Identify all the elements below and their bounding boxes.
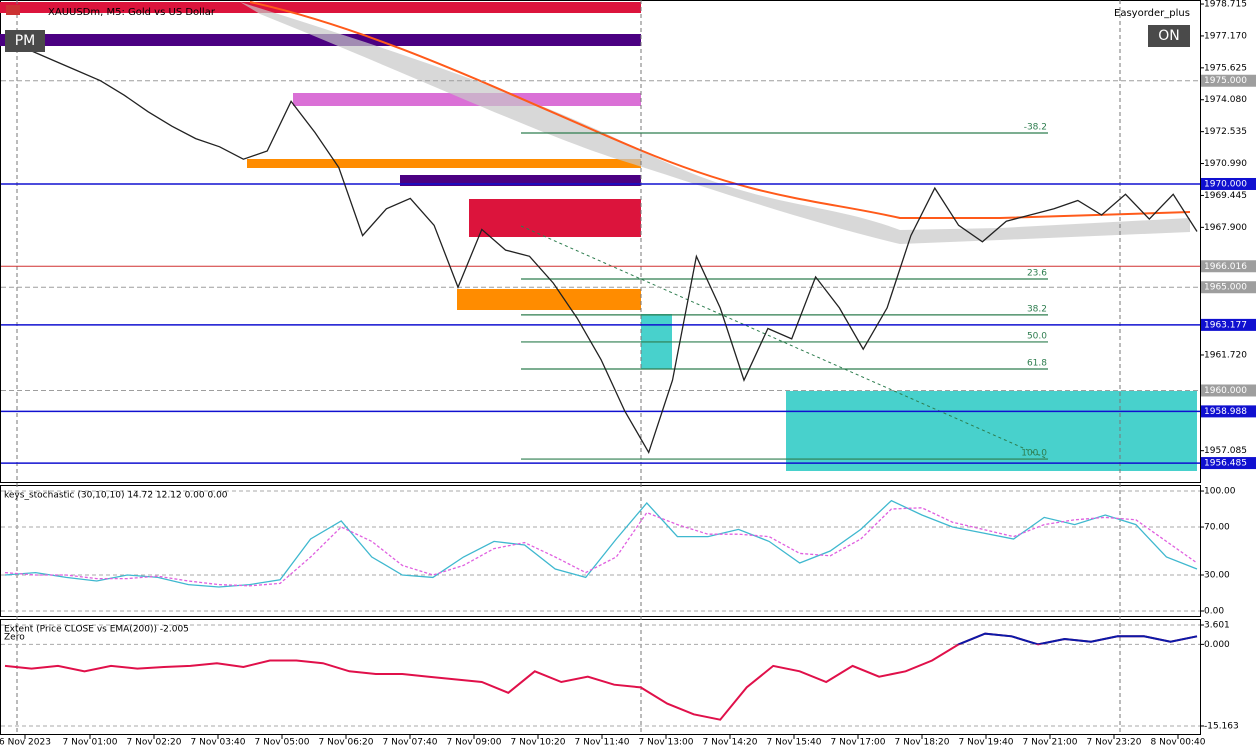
pane-title: Extent (Price CLOSE vs EMA(200)) -2.005 [4,625,189,635]
on-button[interactable] [1148,25,1190,47]
y-tick-label: 1970.990 [1204,159,1247,169]
x-tick-label: 7 Nov 03:40 [191,738,246,748]
y-tick-label: 1957.085 [1204,446,1247,456]
x-tick-label: 7 Nov 06:20 [319,738,374,748]
x-tick-label: 7 Nov 21:00 [1023,738,1078,748]
x-tick-label: 7 Nov 13:00 [639,738,694,748]
y-tick-label: 1974.080 [1204,95,1247,105]
stochastic-pane [0,485,1201,617]
pm-button[interactable] [5,30,45,52]
y-tick-label: 0.00 [1204,607,1224,617]
level-tag [1201,457,1256,470]
series-line [4,499,1198,588]
zero-label: Zero [4,633,25,643]
pane-title: keys_stochastic (30,10,10) 14.72 12.12 0… [4,491,228,501]
level-label: 1975.000 [1204,76,1247,86]
series-line [4,507,1198,587]
x-tick-label: 7 Nov 14:20 [703,738,758,748]
x-tick-label: 7 Nov 11:40 [575,738,630,748]
fib-label: 50.0 [1027,331,1047,341]
x-tick-label: 7 Nov 01:00 [63,738,118,748]
level-label: 1966.016 [1204,262,1247,272]
symbol-title: XAUUSDm, M5: Gold vs US Dollar [48,7,216,18]
level-tag [1201,318,1256,331]
level-label: 1963.177 [1204,320,1247,330]
level-label: 1970.000 [1204,179,1247,189]
y-tick-label: 70.00 [1204,523,1230,533]
level-label: 1958.988 [1204,407,1247,417]
y-tick-label: 0.000 [1204,640,1230,650]
zone [247,159,641,168]
x-tick-label: 7 Nov 07:40 [383,738,438,748]
y-tick-label: 1972.535 [1204,127,1247,137]
x-tick-label: 7 Nov 23:20 [1087,738,1142,748]
y-tick-label: 1967.900 [1204,223,1247,233]
extent-pane [0,619,1201,735]
fib-label: 61.8 [1027,359,1047,369]
level-tag [1201,405,1256,418]
y-tick-label: 1975.625 [1204,63,1247,73]
y-tick-label: 1978.715 [1204,0,1247,10]
series-line [956,632,1198,645]
x-tick-label: 7 Nov 18:20 [895,738,950,748]
fib-label: 100.0 [1021,449,1047,459]
level-label: 1960.000 [1204,386,1247,396]
zone [400,175,641,186]
level-tag [1201,74,1256,87]
zones [0,2,1197,471]
expert-name: Easyorder_plus [1114,8,1190,19]
pm-button-label[interactable]: PM [15,33,36,49]
x-tick-label: 8 Nov 00:40 [1151,738,1206,748]
level-tag [1201,281,1256,294]
x-tick-label: 7 Nov 15:40 [767,738,822,748]
level-tag [1201,177,1256,190]
x-tick-label: 7 Nov 19:40 [959,738,1014,748]
y-tick-label: 1961.720 [1204,350,1247,360]
series-line [4,42,1198,454]
x-tick-label: 7 Nov 17:00 [831,738,886,748]
y-tick-label: 3.601 [1204,620,1230,630]
ema-line [249,1,1191,219]
y-tick-label: 1969.445 [1204,191,1247,201]
level-tag [1201,260,1256,273]
x-tick-label: 7 Nov 10:20 [511,738,566,748]
x-tick-label: 7 Nov 09:00 [447,738,502,748]
level-tag [1201,384,1256,397]
x-tick-label: 7 Nov 02:20 [127,738,182,748]
level-label: 1965.000 [1204,283,1247,293]
level-label: 1956.485 [1204,459,1247,469]
y-tick-label: -15.163 [1204,721,1239,731]
x-tick-label: 7 Nov 05:00 [255,738,310,748]
zone [457,289,641,310]
fib-label: 38.2 [1027,304,1047,314]
y-tick-label: 100.00 [1204,487,1236,497]
zone [0,2,641,13]
y-tick-label: 1977.170 [1204,31,1247,41]
symbol-icon [6,5,20,15]
on-button-label[interactable]: ON [1158,28,1180,44]
zone [0,34,641,46]
x-tick-label: 6 Nov 2023 [0,738,51,748]
fib-label: 23.6 [1027,268,1047,278]
zone [786,391,1197,471]
zone [469,199,641,237]
fib-label: -38.2 [1024,122,1047,132]
y-tick-label: 30.00 [1204,571,1230,581]
